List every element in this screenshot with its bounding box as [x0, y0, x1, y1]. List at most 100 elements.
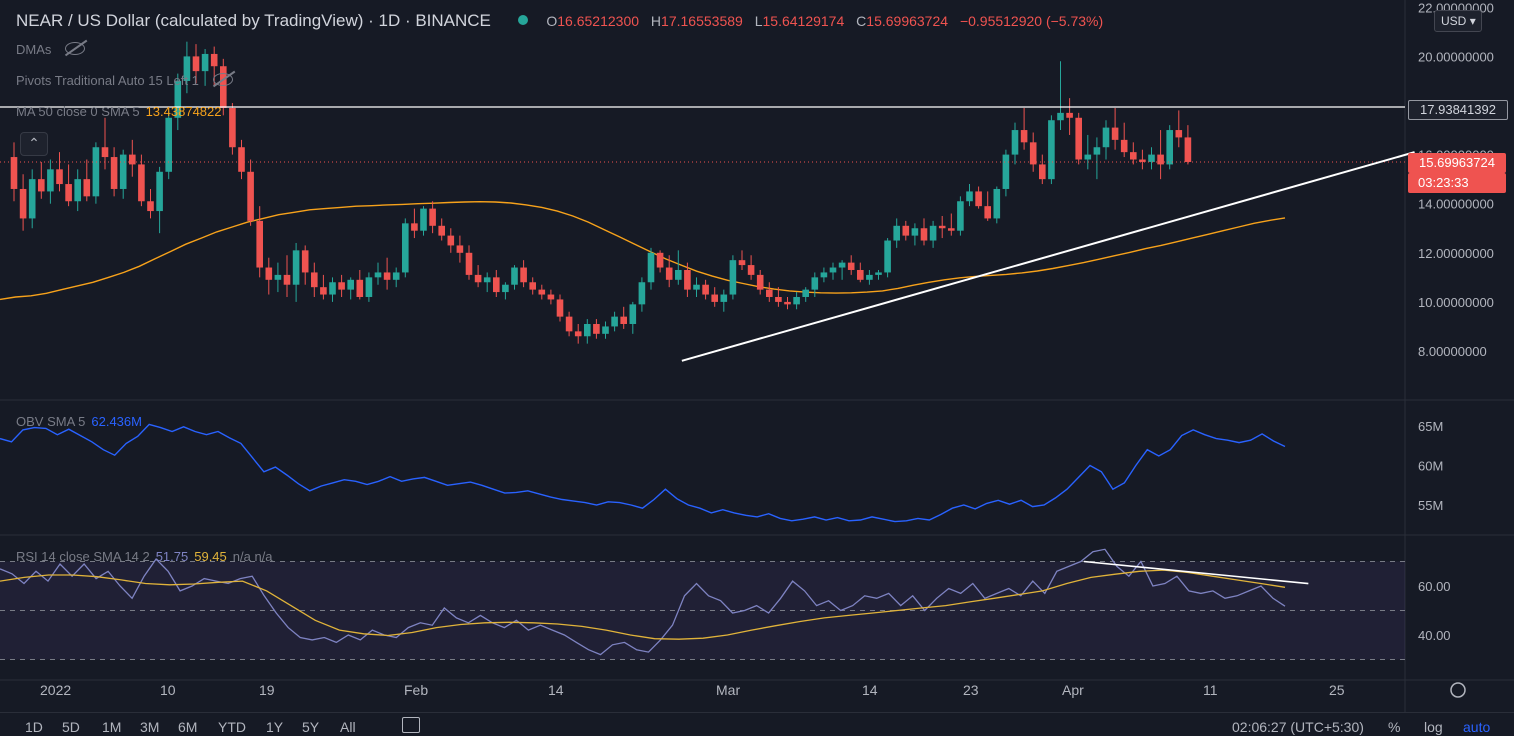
clock-time[interactable]: 02:06:27 (UTC+5:30)	[1232, 719, 1364, 735]
candle[interactable]	[702, 279, 709, 300]
ma-50-polyline[interactable]	[0, 200, 1286, 301]
candle[interactable]	[793, 292, 800, 310]
candle[interactable]	[629, 301, 637, 334]
candle[interactable]	[738, 250, 746, 270]
candle[interactable]	[247, 159, 254, 226]
candle[interactable]	[174, 73, 182, 131]
calendar-icon[interactable]	[402, 717, 420, 733]
candle[interactable]	[129, 139, 136, 177]
candle[interactable]	[229, 103, 236, 155]
candle[interactable]	[183, 41, 191, 94]
candle[interactable]	[465, 245, 473, 280]
eye-hidden-icon[interactable]	[212, 73, 233, 86]
chevron-up-icon[interactable]: ⌃	[20, 132, 48, 156]
candle[interactable]	[256, 206, 263, 278]
candle[interactable]	[201, 49, 209, 86]
candle[interactable]	[411, 208, 418, 239]
timeframe-ytd[interactable]: YTD	[218, 719, 246, 735]
candle[interactable]	[156, 166, 163, 234]
candle[interactable]	[338, 274, 345, 297]
currency-selector[interactable]: USD ▾	[1434, 10, 1482, 32]
candle[interactable]	[857, 262, 864, 283]
candle[interactable]	[220, 58, 227, 116]
candle[interactable]	[1111, 107, 1119, 150]
candle[interactable]	[138, 154, 145, 207]
timeframe-5y[interactable]: 5Y	[302, 719, 320, 735]
candle[interactable]	[65, 164, 72, 207]
candle[interactable]	[292, 242, 300, 302]
candle[interactable]	[920, 218, 928, 246]
candle[interactable]	[1184, 125, 1192, 165]
candle[interactable]	[693, 277, 700, 297]
candle[interactable]	[119, 149, 127, 199]
candle[interactable]	[875, 269, 882, 280]
candle[interactable]	[766, 282, 773, 302]
candle[interactable]	[866, 269, 873, 285]
timeframe-6m[interactable]: 6M	[178, 719, 198, 735]
gear-icon[interactable]	[1450, 682, 1466, 698]
indicator-ma[interactable]: MA 50 close 0 SMA 5 13.43874822	[16, 104, 222, 119]
indicator-rsi[interactable]: RSI 14 close SMA 14 2 51.75 59.45 n/a n/a	[16, 549, 273, 564]
candle[interactable]	[520, 260, 527, 288]
rsi-polyline[interactable]	[0, 548, 1286, 656]
candle[interactable]	[675, 250, 682, 285]
candle[interactable]	[456, 235, 464, 263]
candle[interactable]	[984, 191, 991, 221]
candle[interactable]	[301, 245, 309, 285]
candle[interactable]	[511, 265, 518, 290]
candle[interactable]	[1175, 110, 1183, 148]
candle[interactable]	[711, 287, 718, 307]
candle[interactable]	[1102, 120, 1110, 160]
candle[interactable]	[720, 289, 728, 312]
obv-polyline[interactable]	[0, 423, 1286, 523]
candle[interactable]	[147, 188, 154, 219]
candle[interactable]	[1130, 142, 1137, 165]
candle[interactable]	[283, 255, 291, 297]
candle[interactable]	[638, 277, 646, 312]
candle[interactable]	[347, 277, 354, 300]
candle[interactable]	[811, 272, 819, 297]
candle[interactable]	[756, 269, 764, 295]
candle[interactable]	[747, 255, 755, 280]
candle[interactable]	[1029, 132, 1037, 172]
timeframe-1d[interactable]: 1D	[25, 719, 43, 735]
percent-toggle[interactable]: %	[1388, 719, 1401, 735]
candle[interactable]	[274, 262, 282, 293]
log-toggle[interactable]: log	[1424, 719, 1443, 735]
candlestick-series[interactable]	[10, 41, 1192, 344]
candle[interactable]	[556, 294, 564, 322]
support-trendline[interactable]	[681, 151, 1415, 362]
candle[interactable]	[1039, 154, 1046, 185]
candle[interactable]	[38, 161, 45, 199]
rsi-sma-polyline[interactable]	[0, 569, 1286, 640]
candle[interactable]	[911, 223, 919, 246]
candle[interactable]	[447, 228, 455, 253]
candle[interactable]	[829, 262, 837, 280]
timeframe-all[interactable]: All	[340, 719, 356, 735]
candle[interactable]	[884, 238, 891, 278]
price-levels[interactable]	[0, 106, 1415, 362]
candle[interactable]	[820, 267, 828, 283]
candle[interactable]	[1057, 61, 1064, 131]
indicator-pivots[interactable]: Pivots Traditional Auto 15 Left 1	[16, 73, 233, 88]
candle[interactable]	[938, 215, 946, 239]
candle[interactable]	[1120, 122, 1128, 158]
candle[interactable]	[1166, 125, 1173, 170]
timeframe-5d[interactable]: 5D	[62, 719, 80, 735]
candle[interactable]	[784, 296, 791, 310]
candle[interactable]	[593, 319, 600, 339]
candle[interactable]	[238, 139, 245, 180]
candle[interactable]	[47, 159, 54, 204]
candle[interactable]	[957, 196, 964, 236]
candle[interactable]	[165, 110, 172, 180]
candle[interactable]	[420, 206, 427, 236]
candle[interactable]	[802, 287, 809, 302]
candle[interactable]	[684, 262, 691, 297]
candle[interactable]	[374, 262, 382, 285]
candle[interactable]	[429, 201, 436, 234]
candle[interactable]	[584, 319, 591, 344]
candle[interactable]	[775, 287, 782, 307]
candle[interactable]	[620, 306, 627, 329]
candle[interactable]	[993, 186, 1001, 224]
